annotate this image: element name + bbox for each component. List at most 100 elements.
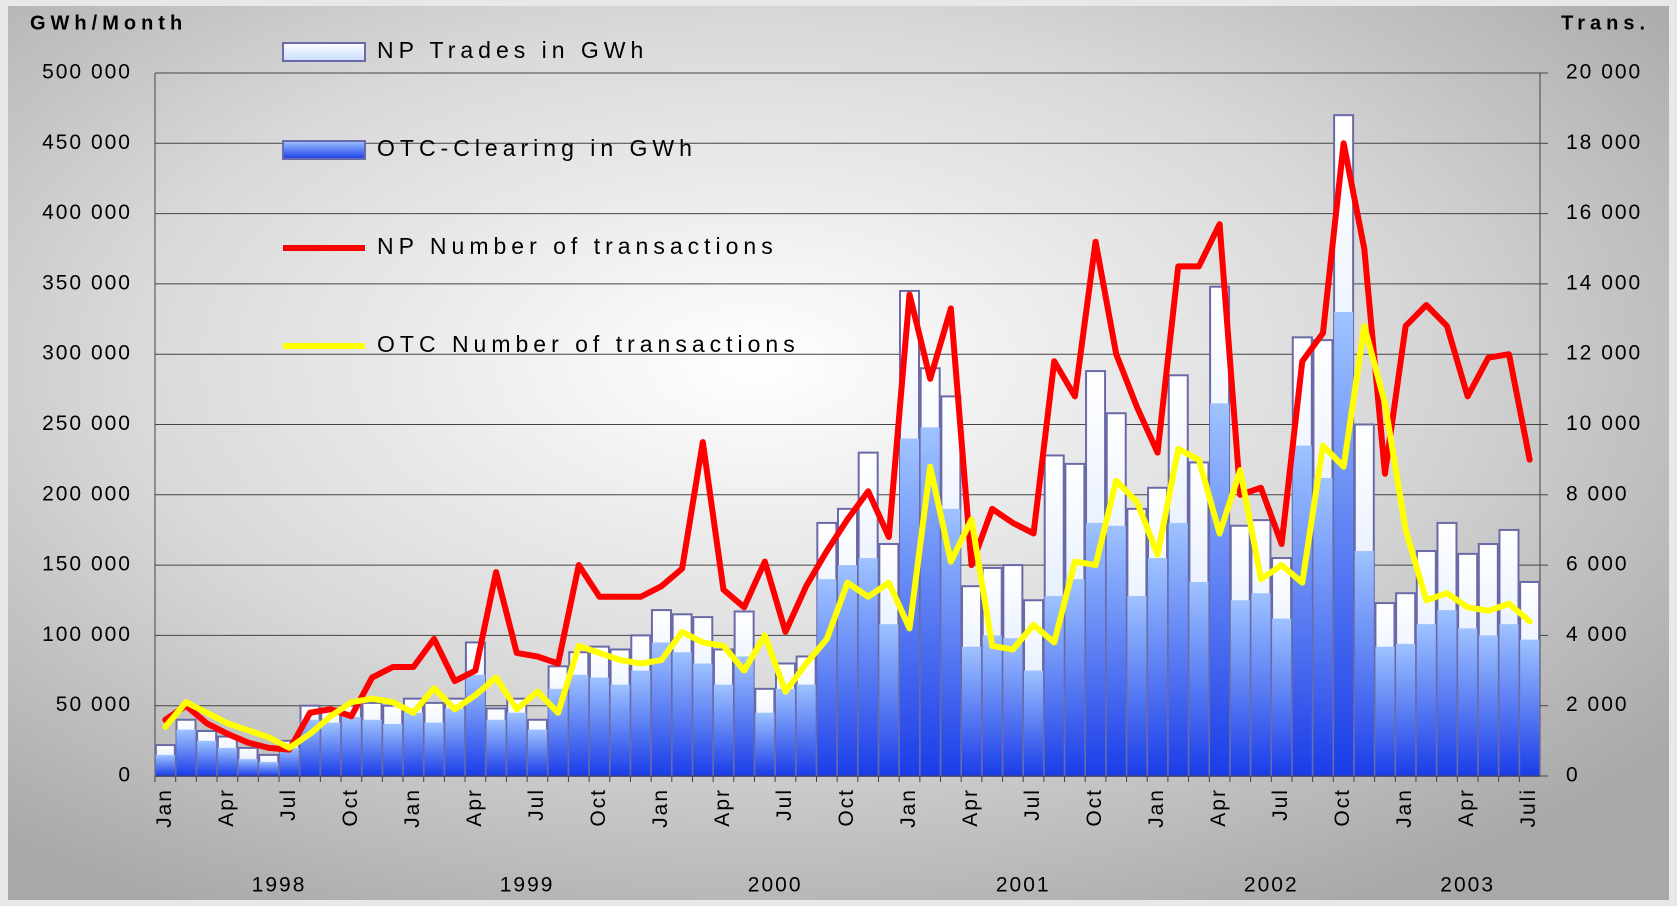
x-tick-label: Jan bbox=[153, 788, 176, 828]
year-label: 2002 bbox=[1244, 874, 1299, 897]
bar bbox=[1354, 551, 1374, 776]
x-tick-label: Apr bbox=[711, 788, 734, 827]
bar bbox=[279, 747, 299, 776]
line bbox=[162, 323, 1533, 751]
x-tick-label: Juli bbox=[1517, 788, 1540, 828]
legend-swatch bbox=[282, 42, 366, 62]
bar bbox=[1520, 639, 1540, 776]
bar bbox=[1499, 624, 1519, 776]
bar bbox=[693, 663, 713, 776]
bar bbox=[962, 646, 982, 776]
x-tick-label: Jan bbox=[401, 788, 424, 828]
x-tick-label: Jan bbox=[1393, 788, 1416, 828]
x-tick-label: Apr bbox=[215, 788, 238, 827]
year-label: 2001 bbox=[996, 874, 1051, 897]
y-tick-label: 50 000 bbox=[56, 693, 132, 716]
bar bbox=[176, 729, 196, 776]
bar bbox=[1148, 558, 1168, 776]
x-tick-label: Oct bbox=[835, 788, 858, 827]
bar bbox=[321, 722, 341, 776]
bar bbox=[982, 635, 1002, 776]
y-tick-label: 100 000 bbox=[42, 623, 132, 646]
y2-tick-label: 16 000 bbox=[1566, 201, 1642, 224]
bar bbox=[1334, 312, 1354, 776]
x-tick-label: Oct bbox=[587, 788, 610, 827]
y-tick-label: 200 000 bbox=[42, 482, 132, 505]
bar bbox=[445, 708, 465, 776]
x-tick-label: Jul bbox=[1269, 788, 1292, 821]
y2-tick-label: 20 000 bbox=[1566, 61, 1642, 84]
bar bbox=[589, 677, 609, 776]
bar bbox=[1230, 600, 1250, 776]
bar bbox=[651, 642, 671, 776]
y2-tick-label: 10 000 bbox=[1566, 412, 1642, 435]
bar bbox=[775, 688, 795, 776]
bar bbox=[837, 565, 858, 776]
bar bbox=[1127, 596, 1147, 776]
bar bbox=[238, 759, 258, 776]
bar bbox=[1478, 635, 1498, 776]
y2-tick-label: 0 bbox=[1566, 764, 1580, 787]
y2-tick-label: 18 000 bbox=[1566, 131, 1642, 154]
bar bbox=[631, 670, 651, 776]
y-tick-label: 450 000 bbox=[42, 131, 132, 154]
bar bbox=[486, 719, 506, 776]
y-tick-label: 250 000 bbox=[42, 412, 132, 435]
x-tick-label: Jan bbox=[897, 788, 920, 828]
bar bbox=[1396, 643, 1416, 776]
bar bbox=[259, 761, 279, 776]
y2-tick-label: 2 000 bbox=[1566, 693, 1629, 716]
bar bbox=[1024, 670, 1044, 776]
bar bbox=[569, 674, 589, 776]
bar bbox=[941, 508, 961, 776]
bar bbox=[1106, 525, 1126, 776]
bar bbox=[362, 719, 382, 776]
bar bbox=[1251, 593, 1271, 776]
y2-tick-label: 8 000 bbox=[1566, 482, 1629, 505]
bar bbox=[879, 624, 899, 776]
bar bbox=[403, 712, 423, 776]
y-tick-label: 300 000 bbox=[42, 342, 132, 365]
legend-label: NP Number of transactions bbox=[377, 233, 778, 259]
x-tick-label: Jul bbox=[773, 788, 796, 821]
bar bbox=[713, 684, 733, 776]
bar bbox=[1313, 477, 1333, 776]
x-tick-label: Jul bbox=[525, 788, 548, 821]
bar bbox=[155, 754, 175, 776]
x-tick-label: Apr bbox=[463, 788, 486, 827]
y2-tick-label: 6 000 bbox=[1566, 553, 1629, 576]
bar bbox=[796, 684, 816, 776]
bar bbox=[1458, 628, 1478, 776]
bar bbox=[1168, 522, 1188, 776]
x-tick-label: Jan bbox=[649, 788, 672, 828]
bar bbox=[672, 652, 692, 776]
y-tick-label: 500 000 bbox=[42, 61, 132, 84]
y2-axis-label: Trans. bbox=[1561, 12, 1650, 34]
bar bbox=[507, 712, 527, 776]
line bbox=[162, 140, 1533, 753]
bar bbox=[858, 558, 878, 776]
x-tick-label: Apr bbox=[959, 788, 982, 827]
bar bbox=[1003, 638, 1023, 776]
legend-label: NP Trades in GWh bbox=[377, 37, 648, 63]
y-tick-label: 400 000 bbox=[42, 201, 132, 224]
bar bbox=[1272, 618, 1292, 776]
bar bbox=[527, 729, 547, 776]
x-tick-label: Jan bbox=[1145, 788, 1168, 828]
x-tick-label: Jul bbox=[1021, 788, 1044, 821]
year-label: 2003 bbox=[1440, 874, 1495, 897]
bar bbox=[610, 684, 630, 776]
legend-label: OTC-Clearing in GWh bbox=[377, 135, 697, 161]
bar bbox=[1292, 445, 1312, 776]
bar bbox=[1437, 610, 1457, 776]
y-axis-label: GWh/Month bbox=[30, 12, 187, 34]
x-tick-label: Apr bbox=[1455, 788, 1478, 827]
x-tick-label: Jul bbox=[277, 788, 300, 821]
y-tick-label: 350 000 bbox=[42, 271, 132, 294]
year-label: 1998 bbox=[252, 874, 307, 897]
bar bbox=[424, 722, 444, 776]
x-tick-label: Oct bbox=[339, 788, 362, 827]
legend-swatch bbox=[282, 140, 366, 160]
y-tick-label: 0 bbox=[118, 764, 132, 787]
